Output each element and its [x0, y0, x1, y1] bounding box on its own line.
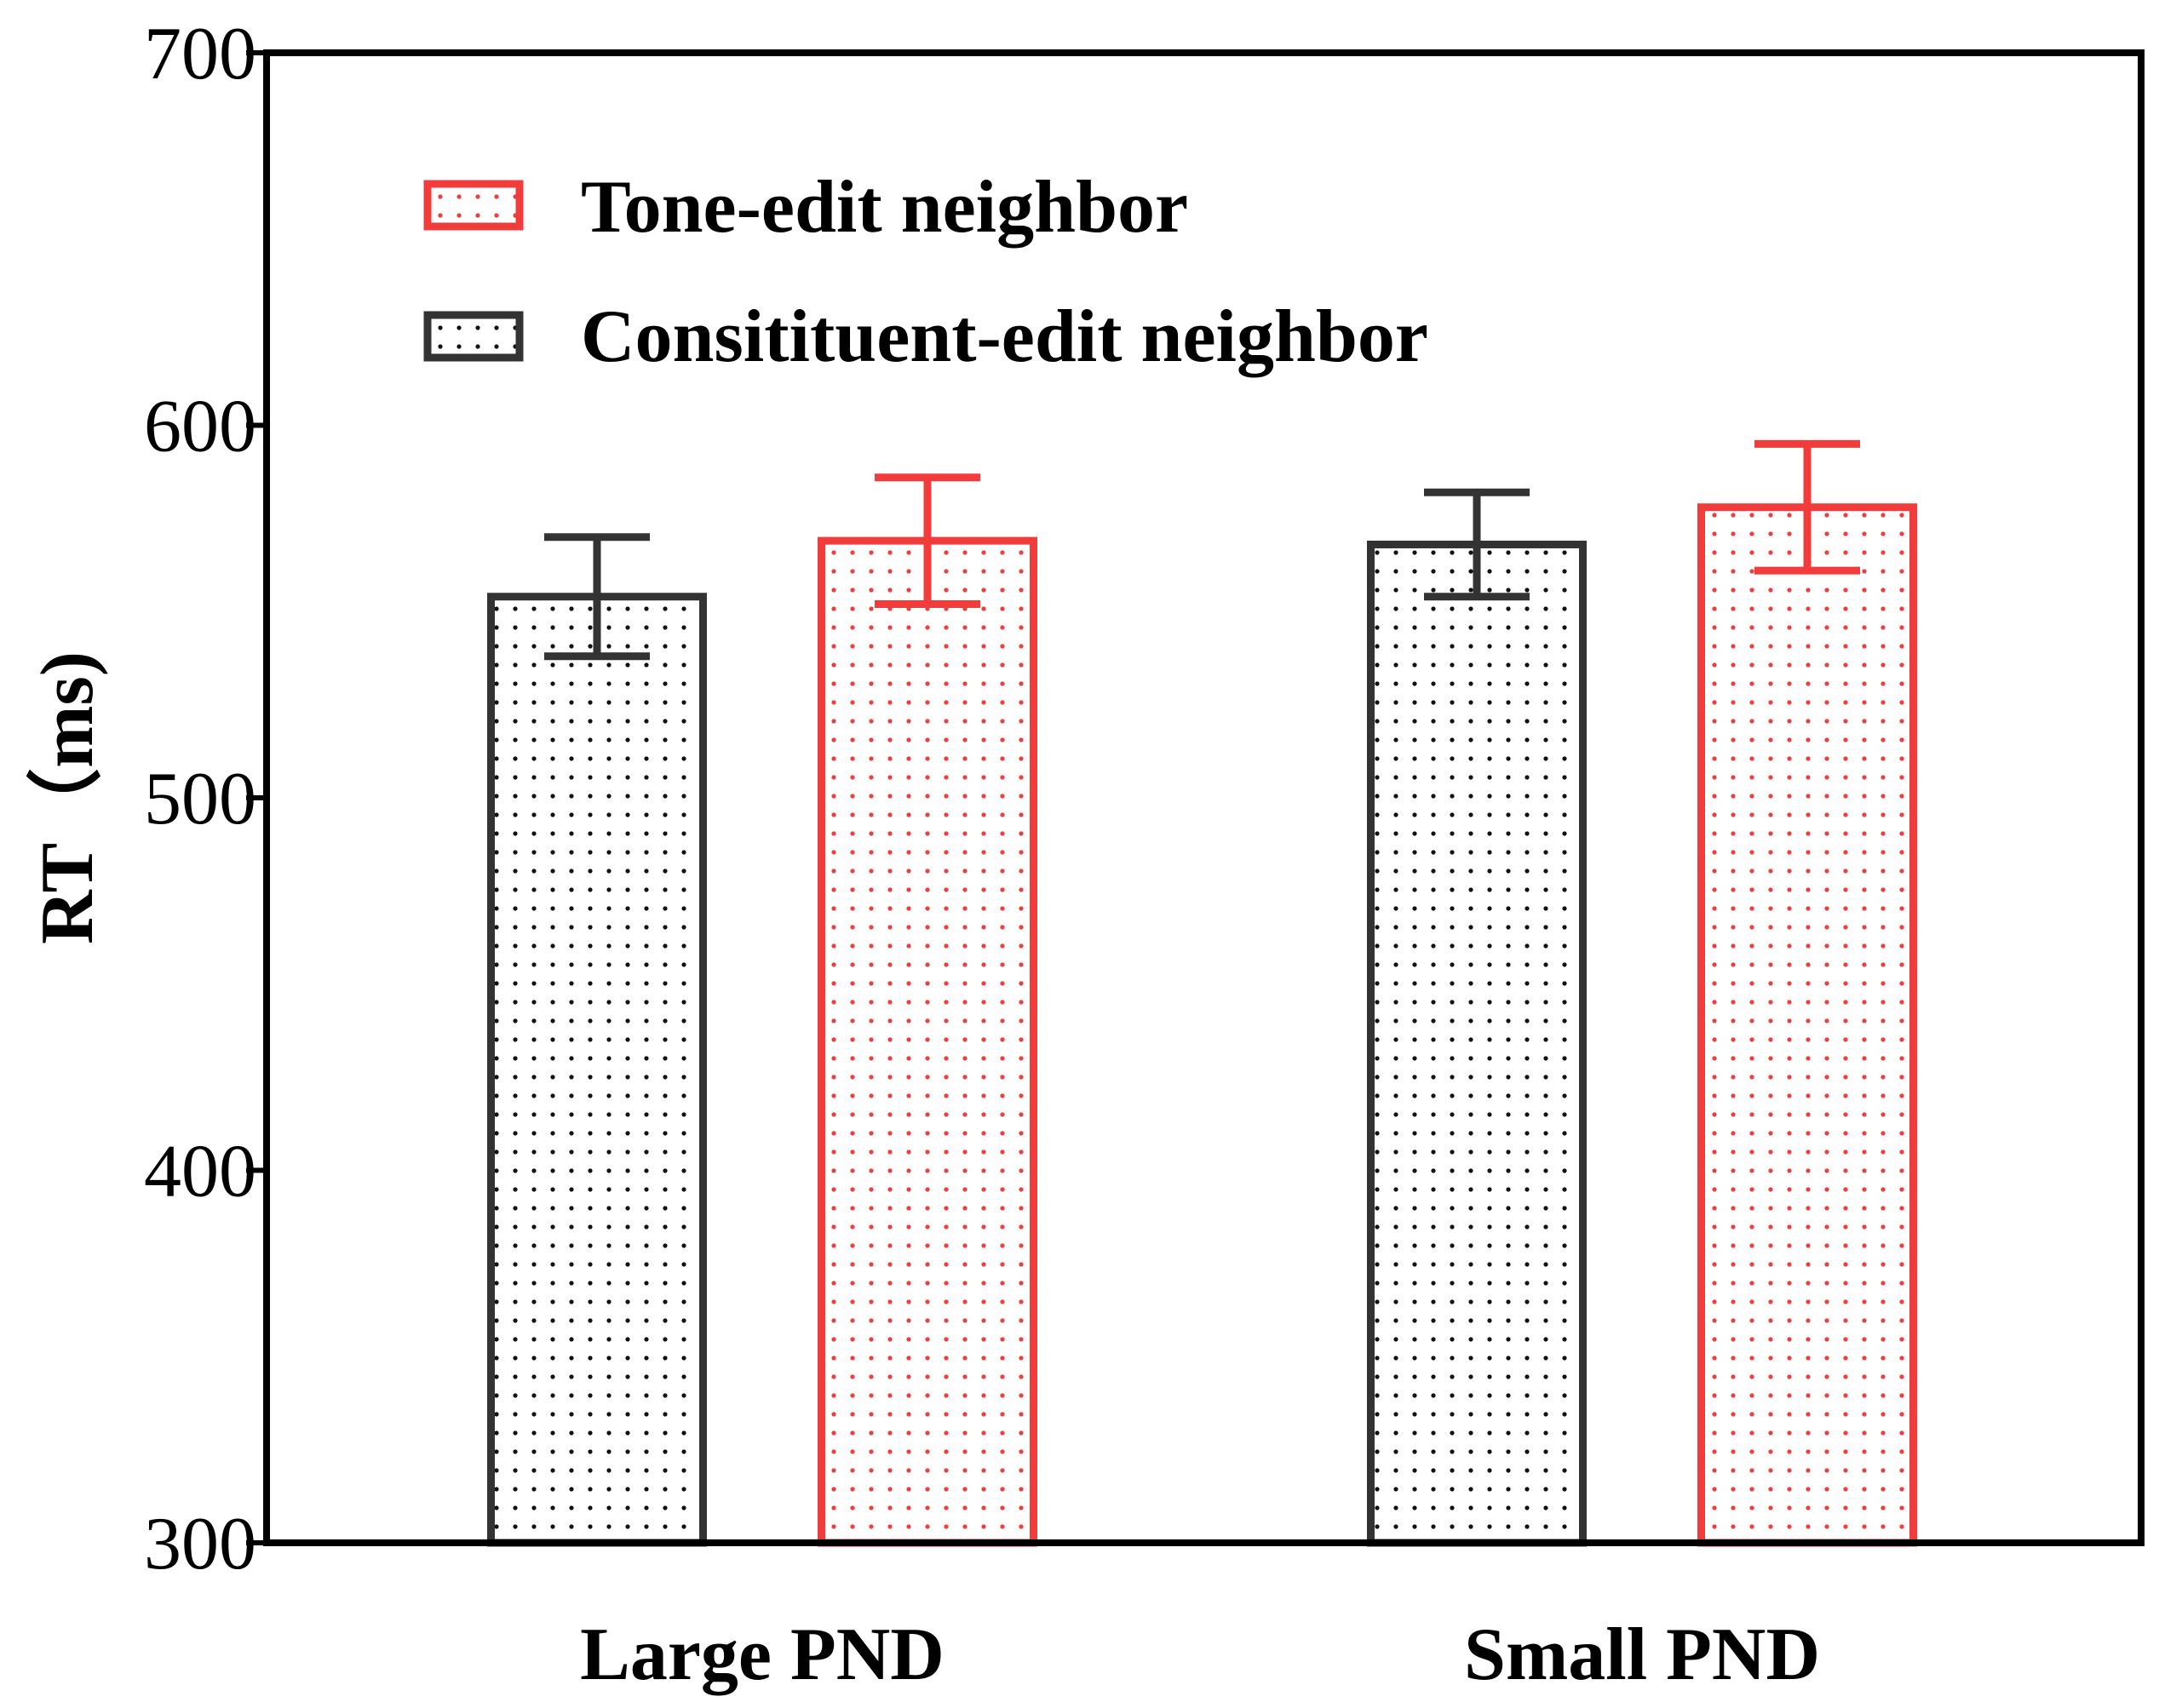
y-tick-label: 400 — [144, 1131, 256, 1213]
error-bar — [1754, 439, 1860, 575]
bar-tone-edit — [1697, 503, 1917, 1547]
error-bar — [544, 533, 650, 661]
legend-swatch-tone-edit — [423, 180, 524, 231]
y-tick-label: 300 — [144, 1503, 256, 1585]
bar-tone-edit — [818, 536, 1037, 1547]
legend: Tone-edit neighbor Consitituent-edit nei… — [423, 166, 1428, 378]
error-bar — [875, 473, 980, 608]
bar-constituent-edit — [487, 593, 707, 1547]
x-axis: Large PND Small PND — [580, 1613, 1820, 1696]
x-category-label: Large PND — [580, 1613, 945, 1696]
error-bars-layer — [544, 439, 1860, 661]
y-tick-label: 600 — [144, 386, 256, 468]
legend-label-constituent-edit: Consitituent-edit neighbor — [581, 295, 1428, 378]
bar-constituent-edit — [1367, 541, 1587, 1547]
y-tick-label: 500 — [144, 758, 256, 840]
legend-item-tone-edit: Tone-edit neighbor — [423, 166, 1188, 249]
legend-swatch-constituent-edit — [423, 311, 524, 362]
y-axis-title: RT（ms) — [26, 651, 109, 944]
y-axis: 300 400 500 600 700 — [144, 13, 267, 1585]
x-category-label: Small PND — [1464, 1613, 1820, 1696]
legend-item-constituent-edit: Consitituent-edit neighbor — [423, 295, 1428, 378]
legend-label-tone-edit: Tone-edit neighbor — [581, 166, 1188, 249]
y-tick-label: 700 — [144, 13, 256, 95]
error-bar — [1424, 488, 1530, 601]
bars-layer — [487, 503, 1917, 1547]
